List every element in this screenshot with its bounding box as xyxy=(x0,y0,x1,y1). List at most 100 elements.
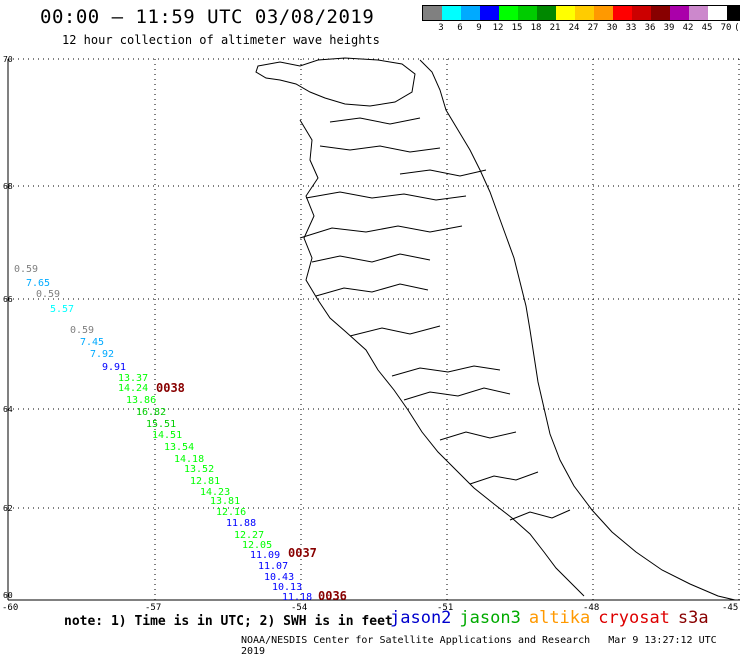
lat-label: 66 xyxy=(3,295,13,304)
pass-time-label: 0038 xyxy=(156,381,185,395)
wave-height-label: 14.51 xyxy=(152,430,182,441)
footer: NOAA/NESDIS Center for Satellite Applica… xyxy=(241,635,740,657)
footer-credit: NOAA/NESDIS Center for Satellite Applica… xyxy=(241,635,591,646)
wave-height-label: 14.23 xyxy=(200,487,230,498)
wave-height-label: 13.86 xyxy=(126,395,156,406)
wave-height-label: 16.82 xyxy=(136,407,166,418)
legend-swatch xyxy=(670,6,689,20)
wave-height-label: 11.07 xyxy=(258,561,288,572)
wave-height-label: 7.92 xyxy=(90,349,114,360)
legend-label: 36 xyxy=(644,23,656,33)
legend-swatch xyxy=(575,6,594,20)
pass-time-label: 0036 xyxy=(318,589,347,603)
wave-height-label: 13.52 xyxy=(184,464,214,475)
lon-label: -45 xyxy=(722,603,738,613)
page-subtitle: 12 hour collection of altimeter wave hei… xyxy=(62,33,380,47)
legend-swatch xyxy=(594,6,613,20)
lat-label: 70 xyxy=(3,55,13,64)
legend-swatch xyxy=(556,6,575,20)
lon-label: -54 xyxy=(291,603,307,613)
legend-label: 70 xyxy=(720,23,732,33)
wave-height-label: 12.81 xyxy=(190,476,220,487)
legend-swatch xyxy=(727,6,740,20)
legend-swatch xyxy=(461,6,480,20)
legend-swatch xyxy=(708,6,727,20)
wave-height-label: 11.18 xyxy=(282,592,312,603)
wave-height-label: 13.37 xyxy=(118,373,148,384)
lat-label: 60 xyxy=(3,591,13,600)
wave-height-label: 13.81 xyxy=(210,496,240,507)
lon-label: -48 xyxy=(583,603,599,613)
plot-frame xyxy=(7,59,740,601)
page-title: 00:00 – 11:59 UTC 03/08/2019 xyxy=(40,6,375,28)
lon-label: -51 xyxy=(437,603,453,613)
lon-label: -60 xyxy=(2,603,18,613)
legend-swatch xyxy=(423,6,442,20)
legend-swatch xyxy=(480,6,499,20)
observation-track: 0.597.650.595.570.597.457.929.9113.3714.… xyxy=(14,264,312,603)
longitude-labels: -60 -57 -54 -51 -48 -45 xyxy=(2,603,738,613)
legend-swatch xyxy=(499,6,518,20)
lat-label: 64 xyxy=(3,405,13,414)
wave-height-label: 11.88 xyxy=(226,518,256,529)
satellite-legend: jason2 jason3 altika cryosat s3a xyxy=(390,608,717,628)
pass-time-label: 0037 xyxy=(288,546,317,560)
wave-height-label: 14.18 xyxy=(174,454,204,465)
wave-height-label: 11.09 xyxy=(250,550,280,561)
legend-label: 15 xyxy=(511,23,523,33)
legend-label: 9 xyxy=(476,23,482,33)
legend-swatch xyxy=(651,6,670,20)
satellite-label: altika xyxy=(528,608,591,628)
wave-height-label: 9.91 xyxy=(102,362,126,373)
greenland-coastline xyxy=(255,57,736,601)
legend-label: 39 xyxy=(663,23,675,33)
legend-label: 6 xyxy=(457,23,463,33)
lat-label: 62 xyxy=(3,504,13,513)
wave-height-label: 0.59 xyxy=(14,264,38,275)
legend-label: 30 xyxy=(606,23,618,33)
legend-label: 24 xyxy=(568,23,580,33)
wave-height-label: 0.59 xyxy=(36,289,60,300)
legend-label: 45 xyxy=(701,23,713,33)
pass-times: 0038 0037 0036 xyxy=(156,381,347,603)
wave-height-label: 7.45 xyxy=(80,337,104,348)
wave-height-label: 5.57 xyxy=(50,304,74,315)
satellite-label: jason2 xyxy=(390,608,452,628)
wave-height-label: 10.13 xyxy=(272,582,302,593)
latitude-labels: 70 68 66 64 62 60 xyxy=(3,55,13,600)
satellite-label: cryosat xyxy=(598,608,670,628)
wave-height-label: 12.05 xyxy=(242,540,272,551)
legend-label: (ft) xyxy=(734,23,740,33)
note-text: note: 1) Time is in UTC; 2) SWH is in fe… xyxy=(64,614,393,629)
satellite-label: s3a xyxy=(677,608,709,628)
legend-swatches xyxy=(422,5,740,21)
lon-label: -57 xyxy=(145,603,161,613)
wave-height-label: 12.27 xyxy=(234,530,264,541)
legend-swatch xyxy=(442,6,461,20)
legend-label: 42 xyxy=(682,23,694,33)
legend-label: 3 xyxy=(438,23,444,33)
satellite-label: jason3 xyxy=(459,608,521,628)
legend-label: 18 xyxy=(530,23,542,33)
wave-height-label: 12.16 xyxy=(216,507,246,518)
wave-height-label: 15.51 xyxy=(146,419,176,430)
wave-height-label: 0.59 xyxy=(70,325,94,336)
legend-swatch xyxy=(689,6,708,20)
wave-height-label: 10.43 xyxy=(264,572,294,583)
wave-height-label: 13.54 xyxy=(164,442,194,453)
legend-label: 12 xyxy=(492,23,504,33)
legend-swatch xyxy=(537,6,556,20)
legend-label: 27 xyxy=(587,23,599,33)
graticule xyxy=(8,58,740,600)
legend-label: 21 xyxy=(549,23,561,33)
legend-swatch xyxy=(518,6,537,20)
legend-label: 33 xyxy=(625,23,637,33)
legend-swatch xyxy=(613,6,632,20)
legend-swatch xyxy=(632,6,651,20)
wave-height-label: 7.65 xyxy=(26,278,50,289)
wave-height-label: 14.24 xyxy=(118,383,148,394)
lat-label: 68 xyxy=(3,182,13,191)
